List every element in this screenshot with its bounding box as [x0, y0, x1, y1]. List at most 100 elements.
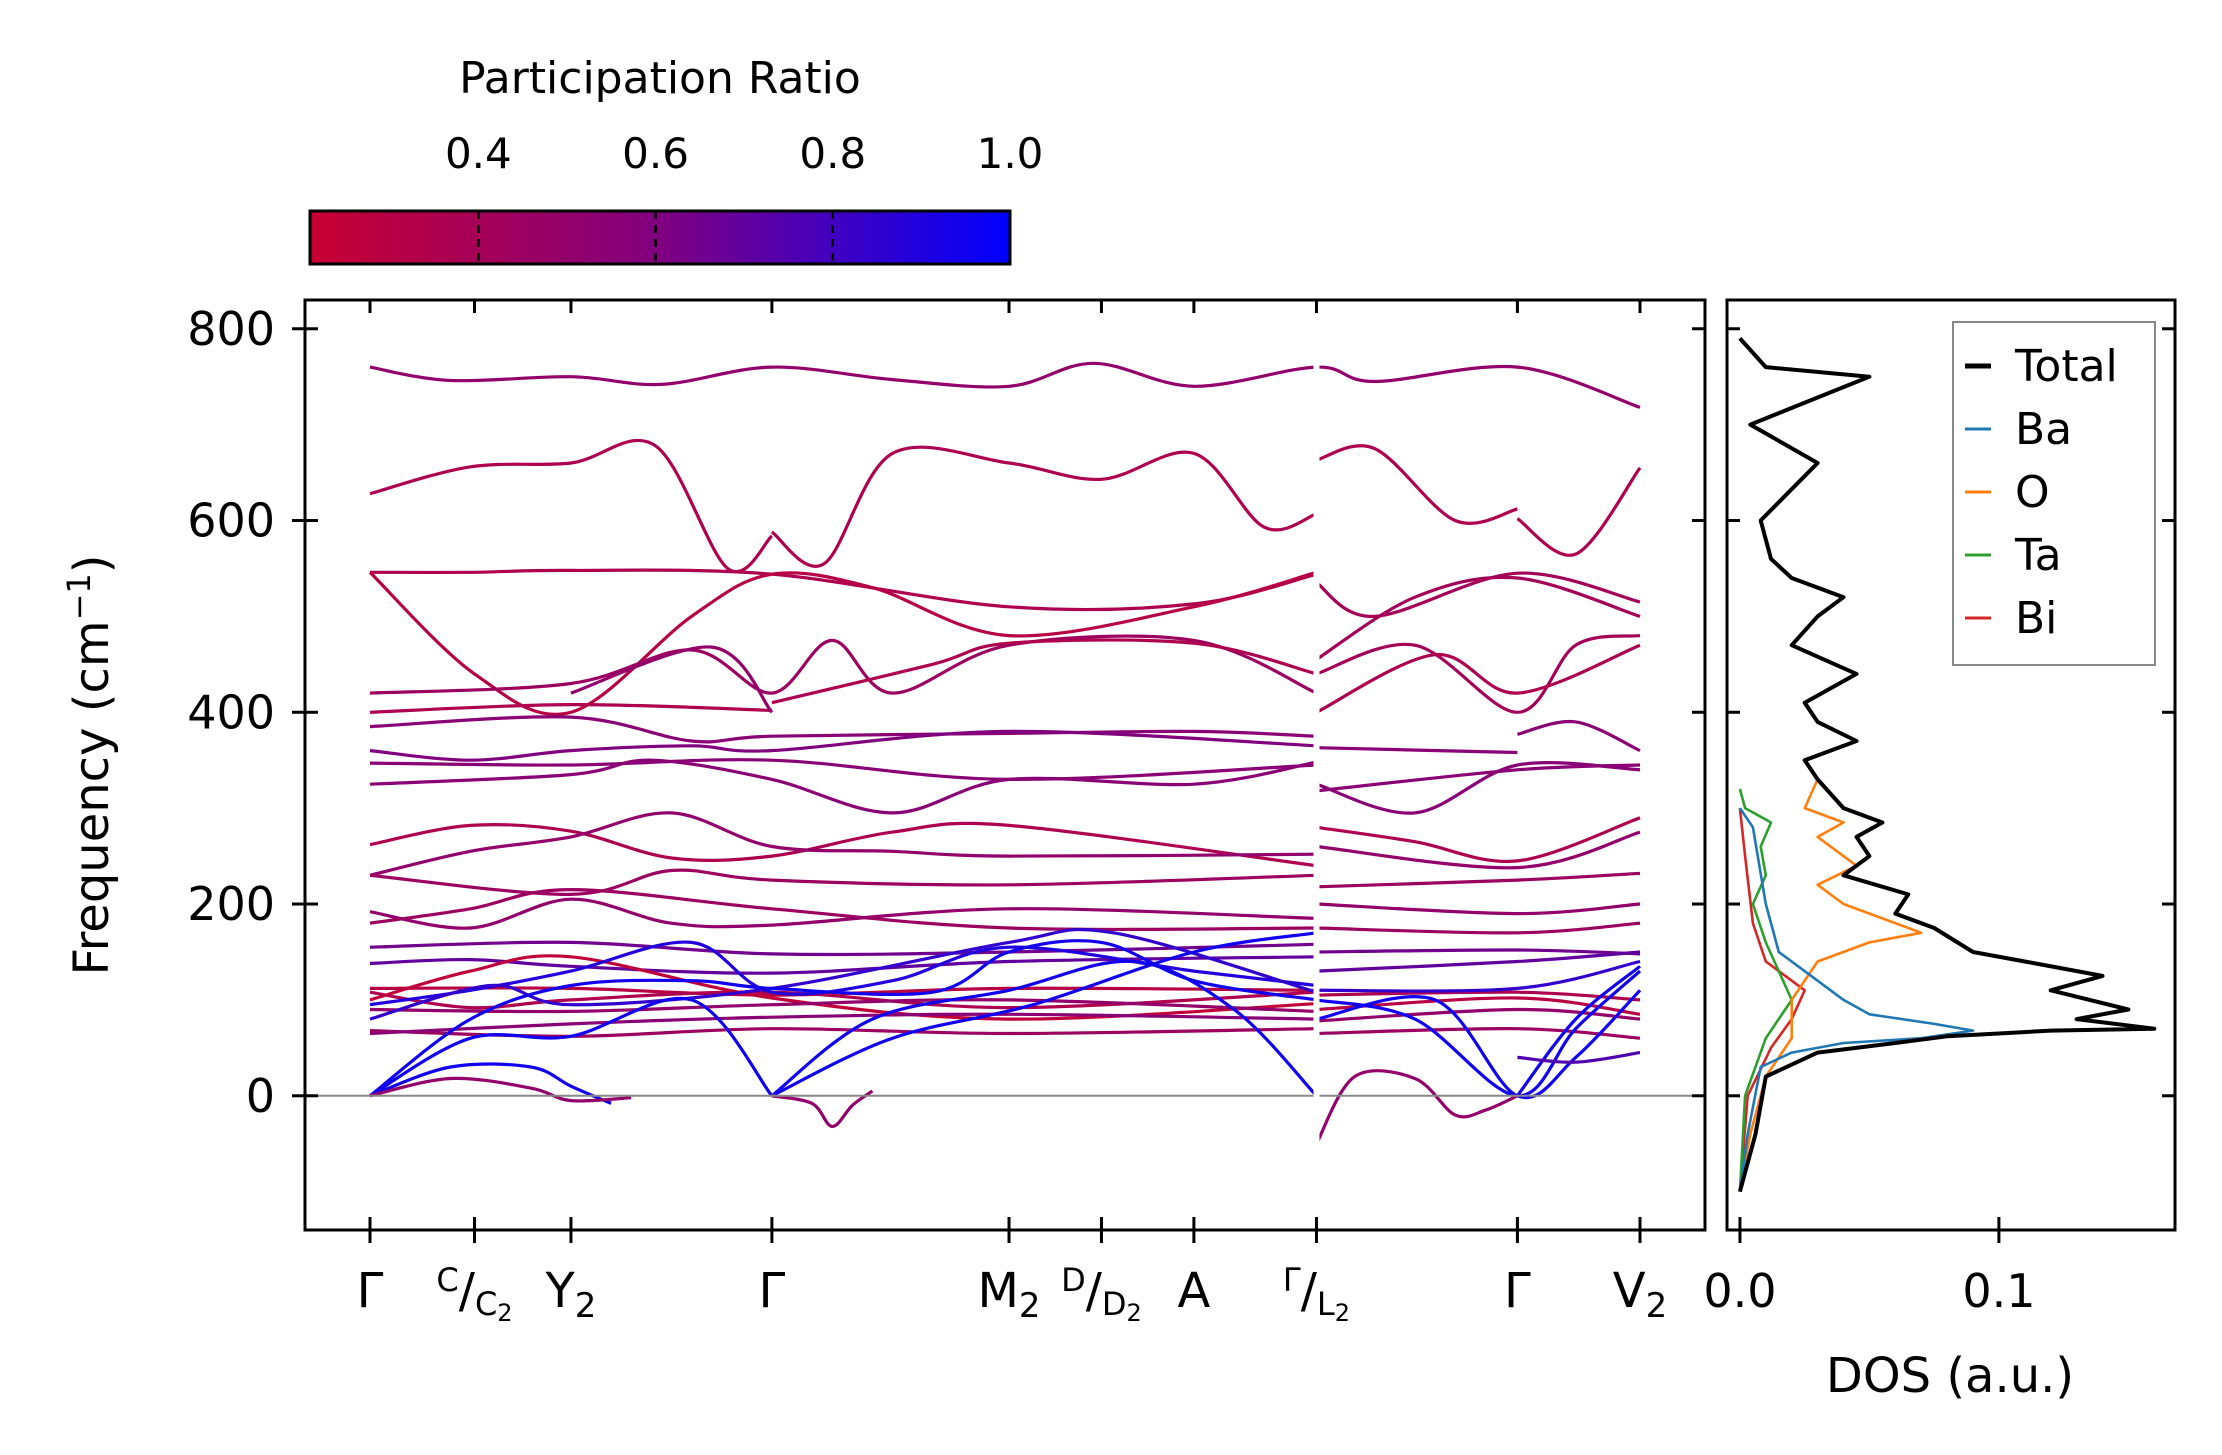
colorbar-tick-label: 0.8 [799, 129, 866, 178]
dos-lines [1737, 337, 2157, 1193]
phonon-band [1516, 719, 1641, 753]
phonon-band [1316, 1007, 1641, 1023]
phonon-band [369, 1076, 632, 1103]
phonon-band [771, 638, 1317, 705]
dos-tick-label: 0.1 [1962, 1264, 2035, 1318]
phonon-band [369, 821, 1317, 868]
phonon-band [369, 758, 1317, 815]
phonon-band [1316, 634, 1641, 714]
high-symmetry-label: Γ [357, 1263, 384, 1319]
frequency-tick-label: 0 [246, 1069, 275, 1123]
high-symmetry-label: C/C2 [436, 1261, 512, 1327]
phonon-band [1315, 575, 1641, 661]
high-symmetry-label: Y2 [544, 1263, 596, 1326]
phonon-band [369, 897, 1317, 930]
dos-series-total [1737, 337, 2157, 1193]
phonon-band [1315, 1069, 1519, 1145]
colorbar-title: Participation Ratio [459, 53, 861, 104]
colorbar-ticks: 0.4 0.6 0.8 1.0 [445, 129, 1043, 264]
phonon-band [369, 568, 1317, 612]
phonon-band [1316, 1027, 1641, 1040]
phonon-band [1316, 989, 1642, 1100]
phonon-band [1316, 444, 1518, 525]
colorbar-gradient [308, 209, 1012, 266]
frequency-axis-label: Frequency (cm−1) [60, 554, 120, 975]
phonon-band [570, 645, 774, 714]
phonon-band [771, 1089, 874, 1129]
phonon-band [369, 1012, 1317, 1036]
phonon-band [770, 959, 1318, 1098]
dos-tick-label: 0.0 [1703, 1264, 1776, 1318]
high-symmetry-label: Γ [759, 1263, 786, 1319]
phonon-band [369, 940, 1317, 957]
phonon-band [369, 729, 1317, 762]
phonon-band [369, 927, 1317, 1021]
dos-axis-label: DOS (a.u.) [1826, 1348, 2074, 1404]
phonon-band [1316, 816, 1641, 864]
phonon-band [770, 445, 1318, 568]
colorbar-tick-label: 1.0 [977, 129, 1044, 178]
phonon-band [369, 438, 774, 574]
phonon-band [369, 939, 1317, 1098]
high-symmetry-label: A [1177, 1263, 1210, 1319]
phonon-band [1316, 763, 1641, 793]
phonon-band [369, 996, 774, 1098]
high-symmetry-label: V2 [1613, 1263, 1667, 1326]
high-symmetry-ticks: Γ C/C2 Y2 Γ M2 D/D2 A Γ/L2 Γ V2 [357, 300, 1667, 1327]
phonon-band [369, 998, 1317, 1014]
phonon-band [369, 361, 1641, 409]
phonon-band [369, 1062, 612, 1105]
high-symmetry-label: Γ [1504, 1263, 1531, 1319]
phonon-band [1315, 643, 1641, 714]
phonon-band [369, 811, 1317, 877]
segment-gap [1313, 302, 1320, 1228]
phonon-band [368, 570, 1317, 716]
phonon-band [1516, 466, 1642, 557]
legend-label: Ta [2014, 530, 2062, 581]
phonon-band [1316, 959, 1641, 993]
phonon-band [1316, 830, 1641, 870]
phonon-band [369, 758, 1317, 782]
dos-series-ba [1738, 807, 1975, 1192]
phonon-band [771, 931, 1317, 1098]
dos-series-bi [1738, 807, 1806, 1192]
phonon-band [1316, 761, 1641, 815]
dos-axes-frame [1725, 298, 2177, 1232]
colorbar-tick-label: 0.4 [445, 129, 512, 178]
phonon-band [1316, 948, 1641, 956]
high-symmetry-label: Γ/L2 [1283, 1261, 1350, 1327]
phonon-band [1316, 921, 1641, 935]
band-structure-panel: 0 200 400 600 800 Γ C/C2 Y2 Γ M2 D/D2 A Γ/L2 Γ V2 Fre… [60, 298, 1707, 1327]
phonon-band [1316, 950, 1641, 973]
legend-label: Bi [2015, 593, 2057, 644]
phonon-band [369, 868, 1317, 897]
phonon-band [369, 715, 1317, 744]
dos-series-ta [1738, 788, 1793, 1192]
phonon-band [1316, 902, 1641, 916]
legend-label: O [2015, 467, 2050, 518]
phonon-band [1316, 746, 1518, 755]
frequency-tick-label: 800 [187, 302, 275, 356]
legend-label: Total [2014, 341, 2118, 392]
phonon-band [369, 888, 1317, 932]
band-axes-frame [303, 298, 1707, 1232]
band-lines [368, 361, 1642, 1145]
legend-label: Ba [2015, 404, 2072, 455]
phonon-band [369, 702, 772, 714]
frequency-axis-ticks: 0 200 400 600 800 [187, 302, 1705, 1123]
frequency-tick-label: 200 [187, 877, 275, 931]
dos-panel: 0.0 0.1 DOS (a.u.) Total Ba O Ta Bi [1703, 298, 2177, 1404]
phonon-band [1516, 965, 1642, 1097]
phonon-band [1517, 1051, 1641, 1064]
dos-frequency-ticks [1727, 327, 2175, 1098]
high-symmetry-label: M2 [977, 1263, 1040, 1326]
segment-dividers [1313, 302, 1320, 1228]
phonon-band [369, 955, 1317, 975]
phonon-band [369, 634, 1318, 695]
frequency-tick-label: 600 [187, 494, 275, 548]
colorbar-tick-label: 0.6 [622, 129, 689, 178]
dos-legend: Total Ba O Ta Bi [1952, 321, 2156, 666]
phonon-band [1316, 871, 1641, 889]
frequency-tick-label: 400 [187, 685, 275, 739]
